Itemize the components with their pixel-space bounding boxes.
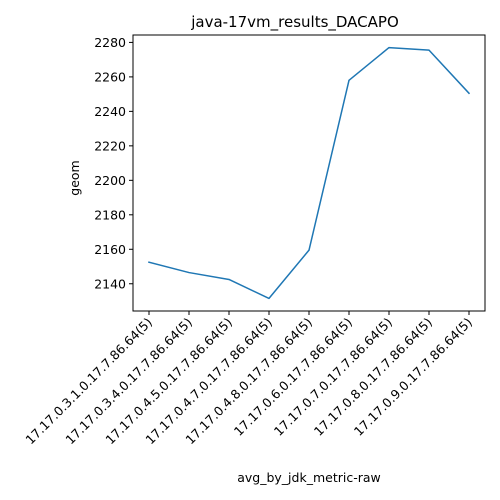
x-axis-title: avg_by_jdk_metric-raw [237,470,381,485]
y-tick-label: 2200 [94,173,126,188]
data-point [188,271,190,274]
axes-frame [132,34,486,312]
series-line [148,46,471,300]
data-point [308,249,310,251]
data-point [268,297,270,300]
data-point [148,261,150,263]
y-tick-label: 2260 [94,69,126,84]
y-tick-label: 2180 [94,207,126,222]
plot-area: 2140216021802200222022402260228017.17.0.… [22,34,486,447]
y-tick-label: 2160 [94,242,126,257]
y-tick-label: 2280 [94,35,126,50]
y-tick-label: 2240 [94,104,126,119]
y-axis-title: geom [67,160,82,195]
data-point [468,92,470,94]
data-point [348,79,350,81]
data-point [388,46,390,49]
chart-title: java-17vm_results_DACAPO [190,13,399,32]
data-point [228,278,230,281]
y-tick-label: 2220 [94,138,126,153]
data-point [428,49,430,51]
y-tick-label: 2140 [94,276,126,291]
